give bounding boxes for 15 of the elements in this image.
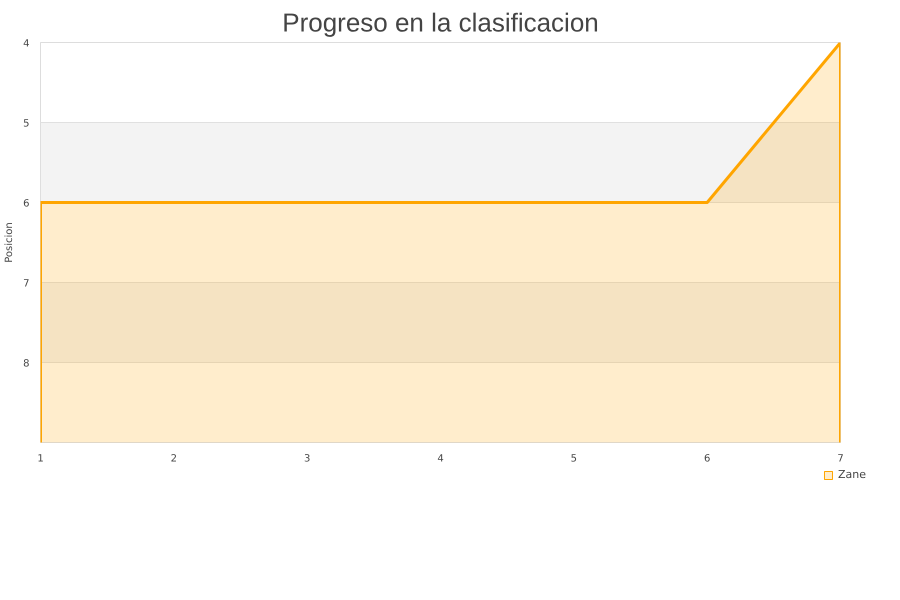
y-axis-title: Posicion xyxy=(4,222,16,263)
y-tick-label: 7 xyxy=(23,278,30,290)
x-tick-label: 5 xyxy=(570,454,578,464)
x-tick-label: 6 xyxy=(704,454,710,464)
y-tick-label: 8 xyxy=(23,358,30,370)
x-tick-label: 7 xyxy=(837,454,844,464)
y-tick-label: 5 xyxy=(23,118,30,130)
y-tick-label: 4 xyxy=(23,38,30,50)
legend-label: Zane xyxy=(838,468,866,481)
x-tick-label: 2 xyxy=(170,454,178,464)
x-tick-label: 3 xyxy=(304,454,310,464)
y-tick-label: 6 xyxy=(23,198,30,210)
chart-title: Progreso en la clasificacion xyxy=(282,8,599,38)
x-tick-label: 1 xyxy=(37,454,44,464)
x-tick-label: 4 xyxy=(437,454,444,464)
